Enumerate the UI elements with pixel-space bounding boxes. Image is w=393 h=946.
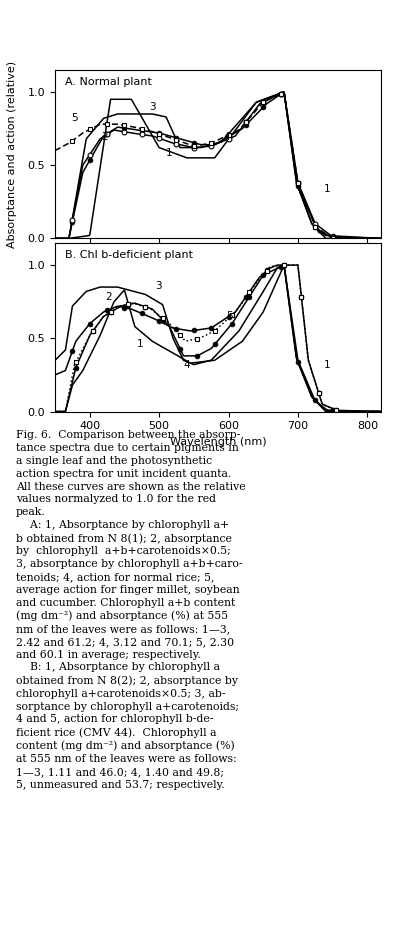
Text: 4: 4 (184, 359, 190, 370)
Text: 2: 2 (106, 292, 112, 302)
Text: 3: 3 (155, 281, 162, 290)
Text: 1: 1 (324, 184, 331, 194)
Text: B. Chl b-deficient plant: B. Chl b-deficient plant (65, 250, 193, 260)
Text: Absorptance and action (relative): Absorptance and action (relative) (7, 61, 17, 248)
X-axis label: Wavelength (nm): Wavelength (nm) (170, 437, 266, 447)
Text: 4: 4 (224, 132, 230, 142)
Text: 1: 1 (324, 359, 331, 370)
Text: 1: 1 (166, 149, 173, 158)
Text: 3: 3 (149, 101, 155, 112)
Text: 1: 1 (137, 339, 143, 349)
Text: 5: 5 (226, 311, 233, 322)
Text: 2: 2 (101, 132, 108, 142)
Text: A. Normal plant: A. Normal plant (65, 77, 152, 87)
Text: Fig. 6.  Comparison between the absorp-
tance spectra due to certain pigments in: Fig. 6. Comparison between the absorp- t… (16, 430, 245, 790)
Text: 5: 5 (72, 114, 78, 123)
